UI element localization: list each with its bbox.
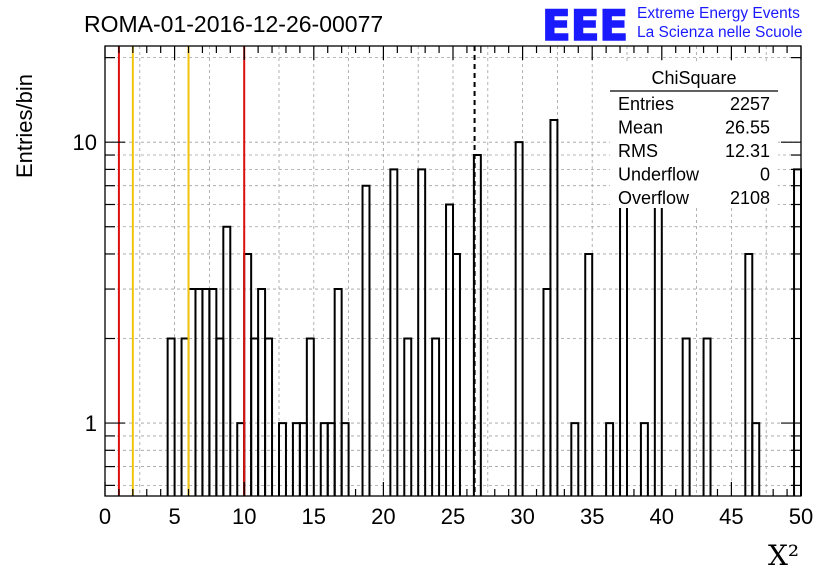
histogram-bin xyxy=(215,337,225,496)
histogram-bin xyxy=(605,422,615,496)
histogram-bin xyxy=(619,203,628,496)
histogram-bin xyxy=(180,337,190,496)
x-tick-label: 5 xyxy=(168,504,180,529)
x-axis-label: X² xyxy=(768,539,799,572)
stats-row-value: 26.55 xyxy=(725,118,770,138)
plot-frame xyxy=(104,45,802,497)
histogram-bin xyxy=(417,168,427,496)
x-tick-label: 50 xyxy=(789,504,813,529)
logo-line-1: Extreme Energy Events xyxy=(637,5,800,22)
logo-line-2: La Scienza nelle Scuole xyxy=(637,24,802,41)
chart-title: ROMA-01-2016-12-26-00077 xyxy=(84,11,383,37)
histogram-bin xyxy=(361,184,371,496)
x-tick-label: 40 xyxy=(650,504,674,529)
stats-title: ChiSquare xyxy=(651,68,736,88)
eee-logo: EEE Extreme Energy Events La Scienza nel… xyxy=(541,0,802,51)
histogram-bin xyxy=(305,337,315,496)
histogram-bin xyxy=(570,422,580,496)
y-tick-label: 10 xyxy=(73,130,97,155)
x-tick-label: 35 xyxy=(580,504,604,529)
histogram-bin xyxy=(243,252,253,496)
stats-rows: Entries 2257 Mean 26.55 RMS 12.31 Underflow 0 Ov… xyxy=(618,94,770,208)
histogram-bin xyxy=(514,141,524,496)
stats-row-label: Mean xyxy=(618,118,663,138)
histogram-bin xyxy=(194,288,204,496)
histogram-bin xyxy=(702,337,712,496)
y-tick-label: 1 xyxy=(85,411,97,436)
histogram-bin xyxy=(751,422,761,496)
histogram-bin xyxy=(584,252,594,496)
histogram-bin xyxy=(264,337,274,496)
histogram-bin xyxy=(403,337,413,496)
x-tick-label: 10 xyxy=(232,504,256,529)
histogram-bin xyxy=(653,184,663,496)
histogram-bin xyxy=(257,288,267,496)
y-axis-label: Entries/bin xyxy=(12,74,37,178)
stats-row-value: 2108 xyxy=(730,188,770,208)
histogram-bin xyxy=(208,288,218,496)
histogram-bin xyxy=(187,288,197,496)
marker-lines xyxy=(117,46,476,496)
histogram-bin xyxy=(201,288,211,496)
histogram-bin xyxy=(431,337,441,496)
stats-box: ChiSquare Entries 2257 Mean 26.55 RMS 12.31 Un… xyxy=(610,64,778,208)
stats-row-label: RMS xyxy=(618,141,658,161)
x-tick-label: 15 xyxy=(302,504,326,529)
x-tick-label: 20 xyxy=(371,504,395,529)
stats-box-background xyxy=(610,64,778,208)
stats-row-value: 2257 xyxy=(730,94,770,114)
histogram-bin xyxy=(166,337,176,496)
histogram-bin xyxy=(222,225,232,496)
x-tick-label: 30 xyxy=(510,504,534,529)
histogram-bin xyxy=(542,288,552,496)
histogram-bin xyxy=(340,422,350,496)
stats-row-label: Entries xyxy=(618,94,674,114)
x-tick-label: 0 xyxy=(99,504,111,529)
histogram-bin xyxy=(333,288,343,496)
histogram-bin xyxy=(639,422,649,496)
stats-row-value: 12.31 xyxy=(725,141,770,161)
histogram-bin xyxy=(278,422,287,496)
histogram-bin xyxy=(549,118,559,496)
x-tick-label: 25 xyxy=(441,504,465,529)
logo-mark: EEE xyxy=(542,1,628,50)
histogram-bin xyxy=(452,252,461,496)
histogram-bin xyxy=(389,168,399,496)
stats-row-label: Overflow xyxy=(618,188,690,208)
y-tick-labels: 1 10 xyxy=(73,130,97,436)
x-tick-labels: 0 5 10 15 20 25 30 35 40 45 50 xyxy=(99,504,813,529)
stats-row-label: Underflow xyxy=(618,165,700,185)
histogram-bin xyxy=(250,337,260,496)
histogram-bin xyxy=(793,168,802,496)
histogram-bin xyxy=(445,203,454,496)
histogram-bin xyxy=(681,337,691,496)
stats-row-value: 0 xyxy=(760,165,770,185)
x-tick-label: 45 xyxy=(719,504,743,529)
histogram-bin xyxy=(744,252,754,496)
